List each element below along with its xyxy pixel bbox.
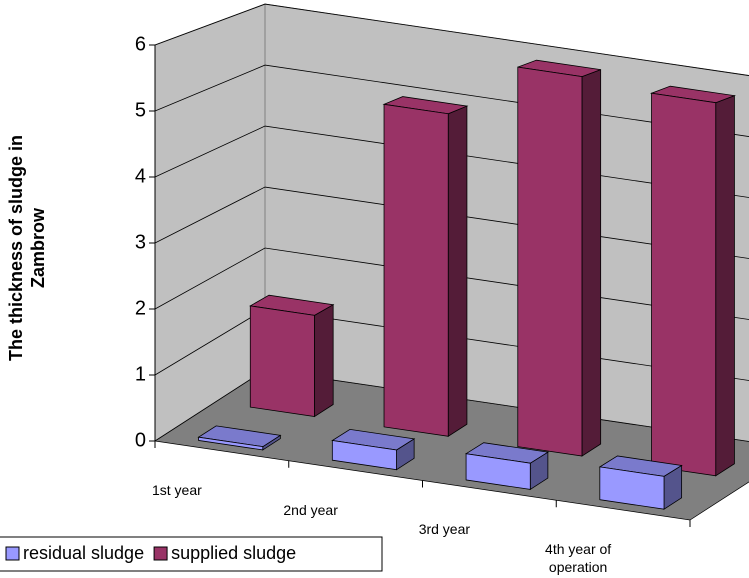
y-tick-label: 4 xyxy=(135,165,146,187)
y-tick-label: 6 xyxy=(135,33,146,55)
grid-line xyxy=(154,3,749,76)
x-tick-label: 1st year xyxy=(151,481,202,498)
y-tick-label: 3 xyxy=(135,231,146,253)
legend-swatch xyxy=(153,546,168,561)
x-tick-label: 3rd year xyxy=(418,521,471,538)
legend-label: supplied sludge xyxy=(171,543,296,563)
bar xyxy=(198,436,264,451)
legend-box xyxy=(0,536,383,572)
bar xyxy=(465,453,531,490)
legend-label: residual sludge xyxy=(23,543,144,563)
y-tick-label: 0 xyxy=(135,429,146,451)
y-tick-label: 1 xyxy=(135,363,146,385)
bar xyxy=(249,305,315,418)
y-axis-title-line: Zambrow xyxy=(28,207,48,288)
grid-line xyxy=(154,125,749,198)
y-axis-title-line: The thickness of sludge in xyxy=(6,135,26,361)
bar xyxy=(599,466,665,510)
bar-side xyxy=(715,95,735,477)
y-axis-title: The thickness of sludge in Zambrow xyxy=(6,135,48,361)
grid-line xyxy=(154,64,749,137)
y-tick-label: 5 xyxy=(135,99,146,121)
legend-swatch xyxy=(5,546,20,561)
bar xyxy=(331,440,397,471)
bar-side xyxy=(447,105,468,438)
bar xyxy=(651,92,717,477)
bar-side xyxy=(581,69,602,457)
legend: residual sludge supplied sludge xyxy=(0,536,383,572)
x-tick-label: 2nd year xyxy=(283,501,338,518)
y-tick-label: 2 xyxy=(135,297,146,319)
bar xyxy=(517,66,583,457)
left-wall xyxy=(154,3,266,442)
bar xyxy=(383,103,449,437)
grid-line xyxy=(154,247,749,320)
x-tick-label: 4th year of operation xyxy=(545,541,612,576)
bar-side xyxy=(314,303,334,418)
grid-line xyxy=(154,186,749,259)
